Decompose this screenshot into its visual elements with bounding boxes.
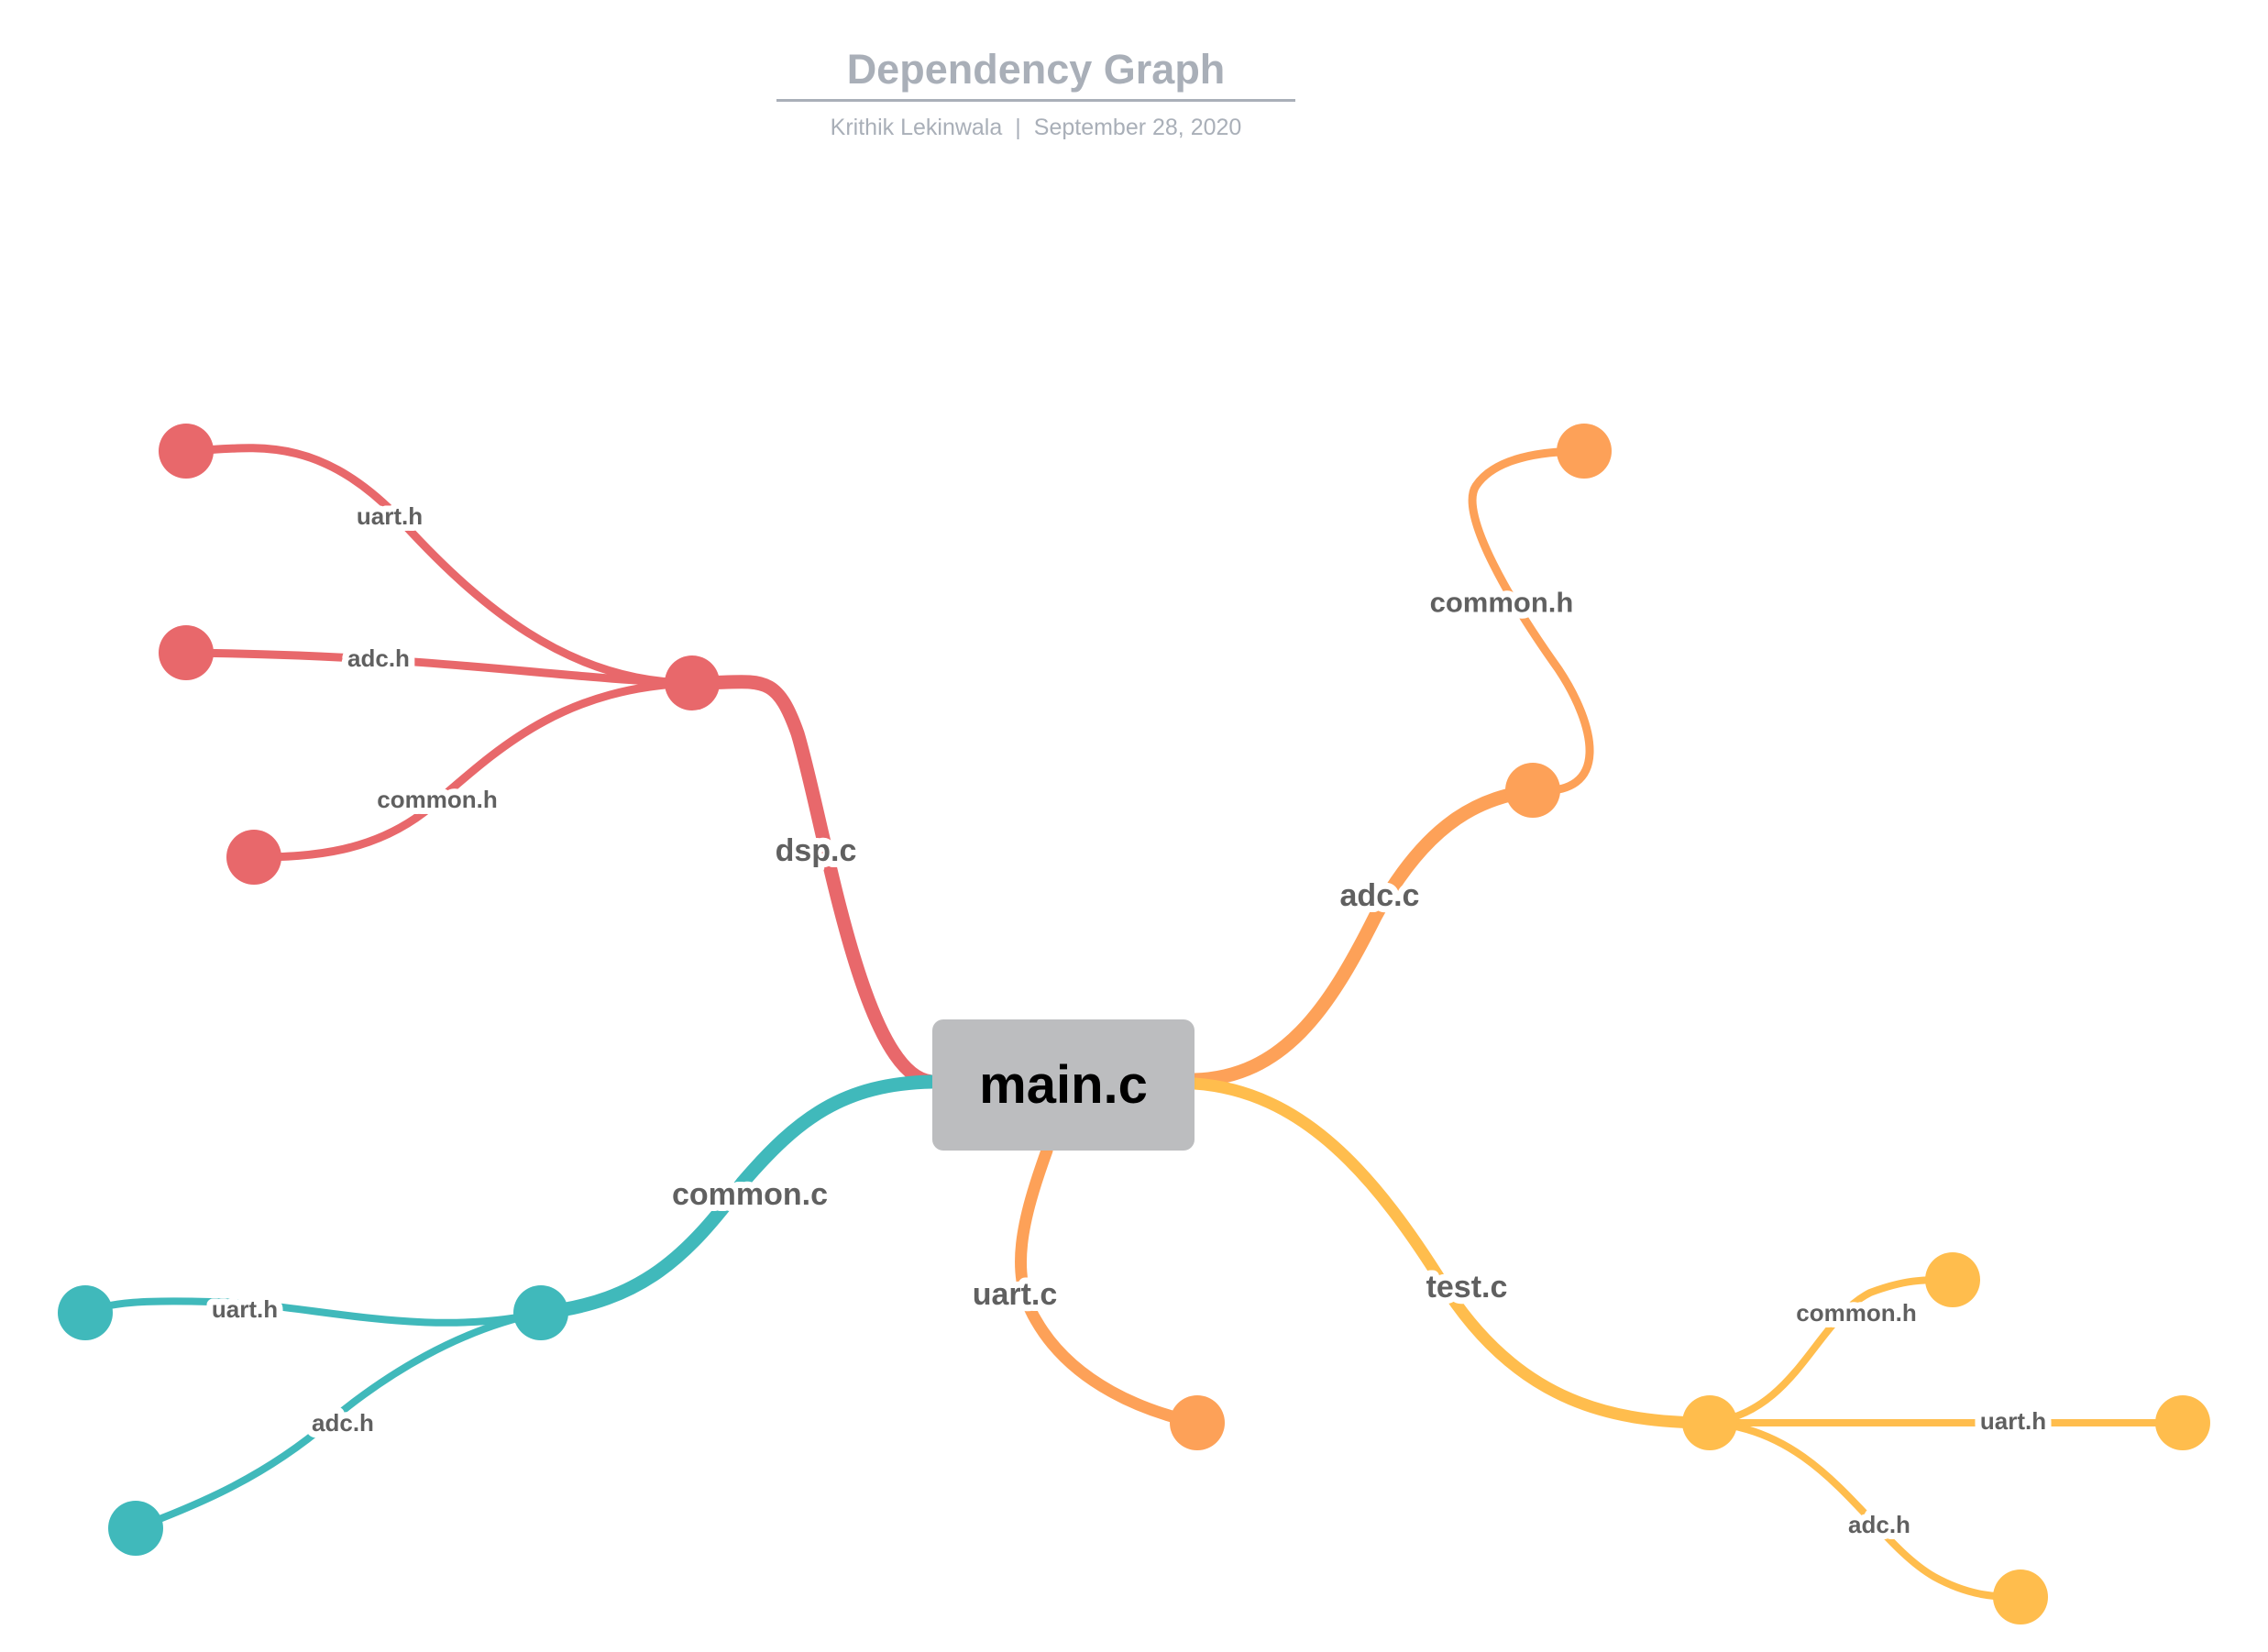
edge-label-dsp-adc-h: adc.h bbox=[347, 644, 410, 672]
edge-test-common-h bbox=[1706, 1275, 1956, 1426]
node-uart bbox=[1170, 1395, 1225, 1450]
edge-common-adc-h bbox=[132, 1309, 545, 1532]
edge-label-test-halo: test.c bbox=[1426, 1270, 1508, 1305]
edge-label-dsp-uart-h-halo: uart.h bbox=[357, 502, 423, 530]
edge-dsp-uart-h bbox=[182, 444, 697, 688]
publish-date: September 28, 2020 bbox=[1033, 115, 1242, 140]
edge-label-test-uart-h: uart.h bbox=[1980, 1407, 2046, 1435]
edge-label-adc-common-h-halo: common.h bbox=[1430, 587, 1574, 619]
edge-label-common-adc-h-halo: adc.h bbox=[312, 1409, 374, 1437]
edge-label-test-adc-h: adc.h bbox=[1848, 1511, 1910, 1538]
edge-label-dsp: dsp.c bbox=[776, 833, 857, 868]
labels-layer: dsp.cdsp.cuart.huart.hadc.hadc.hcommon.h… bbox=[205, 496, 2053, 1545]
edge-label-test-common-h: common.h bbox=[1796, 1299, 1916, 1327]
edge-label-dsp-common-h: common.h bbox=[377, 786, 497, 813]
leaf-node-dsp-adc-h bbox=[159, 625, 214, 680]
node-test bbox=[1682, 1395, 1737, 1450]
node-common bbox=[513, 1285, 568, 1340]
edge-uart bbox=[1014, 1144, 1204, 1429]
edge-label-dsp-common-h-halo: common.h bbox=[377, 786, 497, 813]
author-name: Krithik Lekinwala bbox=[830, 115, 1003, 140]
nodes-layer bbox=[58, 424, 2210, 1624]
edge-adc-common-h bbox=[1468, 446, 1594, 795]
edge-label-test-uart-h-halo: uart.h bbox=[1980, 1407, 2046, 1435]
edge-adc bbox=[1187, 783, 1540, 1087]
edge-label-dsp-halo: dsp.c bbox=[776, 833, 857, 868]
edge-label-common-uart-h: uart.h bbox=[212, 1295, 278, 1323]
edge-test bbox=[1188, 1077, 1716, 1429]
edge-label-dsp-adc-h-halo: adc.h bbox=[347, 644, 410, 672]
edge-label-adc-common-h: common.h bbox=[1430, 587, 1574, 619]
edges-layer bbox=[82, 444, 2186, 1601]
diagram-header: Dependency Graph Krithik Lekinwala | Septe… bbox=[776, 44, 1295, 141]
leaf-node-common-uart-h bbox=[58, 1285, 113, 1340]
edge-label-adc: adc.c bbox=[1340, 878, 1420, 913]
edge-label-common-halo: common.c bbox=[672, 1177, 828, 1212]
title-underline bbox=[776, 99, 1295, 102]
leaf-node-test-uart-h bbox=[2155, 1395, 2210, 1450]
edge-label-adc-halo: adc.c bbox=[1340, 878, 1420, 913]
node-adc bbox=[1505, 763, 1560, 818]
edge-label-uart: uart.c bbox=[973, 1277, 1058, 1312]
diagram-subtitle: Krithik Lekinwala | September 28, 2020 bbox=[776, 115, 1295, 141]
leaf-node-dsp-uart-h bbox=[159, 424, 214, 479]
node-dsp bbox=[665, 655, 720, 710]
leaf-node-adc-common-h bbox=[1557, 424, 1612, 479]
leaf-node-common-adc-h bbox=[108, 1501, 163, 1556]
edge-label-common-uart-h-halo: uart.h bbox=[212, 1295, 278, 1323]
leaf-node-test-common-h bbox=[1925, 1252, 1980, 1307]
leaf-node-test-adc-h bbox=[1993, 1569, 2048, 1624]
edge-dsp-adc-h bbox=[182, 648, 697, 688]
edge-test-adc-h bbox=[1706, 1419, 2024, 1601]
edge-label-uart-halo: uart.c bbox=[973, 1277, 1058, 1312]
edge-common bbox=[534, 1074, 940, 1320]
root-node-main-c[interactable]: main.c bbox=[932, 1019, 1195, 1151]
edge-dsp bbox=[685, 675, 940, 1089]
edge-label-dsp-uart-h: uart.h bbox=[357, 502, 423, 530]
edge-common-uart-h bbox=[82, 1297, 545, 1327]
leaf-node-dsp-common-h bbox=[226, 830, 281, 885]
edge-dsp-common-h bbox=[249, 678, 697, 862]
edge-label-common-adc-h: adc.h bbox=[312, 1409, 374, 1437]
diagram-title: Dependency Graph bbox=[846, 46, 1226, 93]
subtitle-separator: | bbox=[1015, 115, 1021, 140]
edge-label-test-common-h-halo: common.h bbox=[1796, 1299, 1916, 1327]
edge-label-test: test.c bbox=[1426, 1270, 1508, 1305]
edge-label-common: common.c bbox=[672, 1177, 828, 1212]
edge-label-test-adc-h-halo: adc.h bbox=[1848, 1511, 1910, 1538]
